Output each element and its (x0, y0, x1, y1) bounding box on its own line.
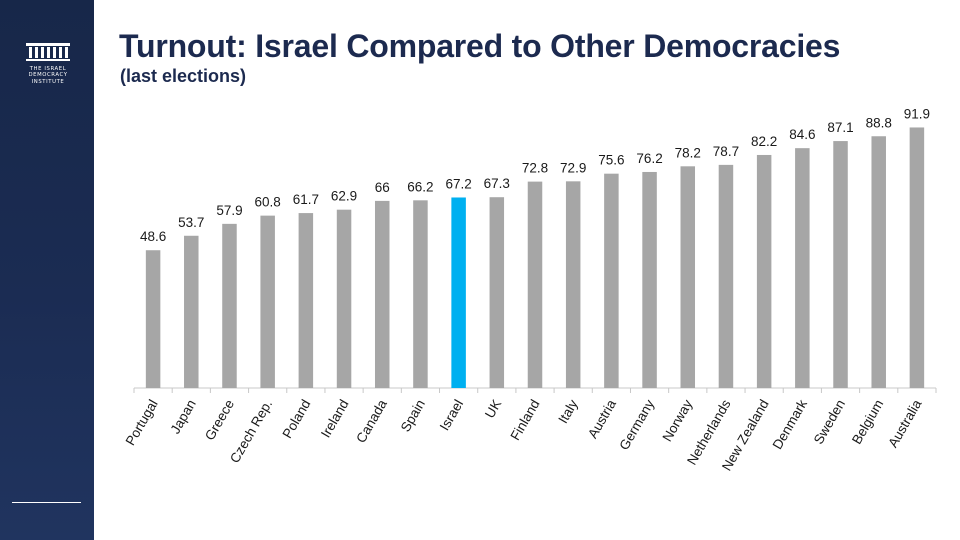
institute-columns-icon (26, 43, 70, 61)
bar-czech-rep (260, 215, 275, 388)
bar-spain (413, 200, 428, 388)
x-tick-label: Australia (885, 397, 924, 450)
x-tick-label: UK (482, 397, 504, 421)
bar-japan (184, 235, 199, 388)
x-tick-label: Norway (659, 397, 695, 444)
x-tick-label: Greece (202, 397, 237, 443)
x-tick-label: Spain (398, 397, 428, 434)
x-tick-label: Sweden (811, 397, 848, 447)
x-tick-label: Italy (555, 397, 580, 426)
data-label: 88.8 (866, 115, 892, 130)
data-label: 87.1 (827, 120, 853, 135)
bar-germany (642, 171, 657, 388)
data-label: 67.3 (484, 176, 510, 191)
data-label: 48.6 (140, 229, 166, 244)
bar-ireland (336, 209, 352, 388)
data-label: 82.2 (751, 134, 777, 149)
x-tick-label: Canada (353, 397, 390, 446)
data-label: 72.8 (522, 161, 548, 176)
bar-belgium (871, 136, 886, 388)
data-label: 67.2 (445, 176, 471, 191)
x-tick-label: Denmark (770, 397, 810, 452)
bar-netherlands (718, 164, 734, 388)
data-label: 66 (375, 180, 390, 195)
bar-portugal (145, 250, 161, 388)
sidebar-panel: THE ISRAEL DEMOCRACY INSTITUTE (0, 0, 94, 540)
bar-uk (489, 197, 505, 388)
x-tick-label: Germany (616, 397, 657, 453)
x-tick-label: Poland (279, 397, 313, 441)
institute-name: THE ISRAEL DEMOCRACY INSTITUTE (28, 66, 68, 85)
bar-australia (909, 127, 925, 388)
x-tick-label: Ireland (318, 397, 352, 440)
bar-denmark (795, 148, 810, 388)
data-label: 84.6 (789, 127, 815, 142)
x-tick-label: Belgium (849, 397, 886, 447)
data-label: 60.8 (255, 195, 281, 210)
data-label: 53.7 (178, 215, 204, 230)
data-label: 75.6 (598, 153, 624, 168)
bar-poland (298, 213, 314, 388)
x-tick-label: Portugal (123, 397, 161, 448)
bar-norway (680, 166, 696, 388)
bar-sweden (833, 141, 848, 388)
bar-canada (374, 200, 390, 388)
page-subtitle: (last elections) (120, 66, 247, 86)
page-title: Turnout: Israel Compared to Other Democr… (119, 28, 841, 64)
data-label: 62.9 (331, 189, 357, 204)
x-tick-label: Finland (507, 397, 542, 443)
data-label: 57.9 (216, 203, 242, 218)
institute-logo: THE ISRAEL DEMOCRACY INSTITUTE (22, 42, 74, 85)
bar-greece (222, 223, 237, 388)
bar-new-zealand (756, 154, 772, 388)
data-label: 66.2 (407, 179, 433, 194)
x-tick-label: Israel (437, 397, 466, 433)
data-label: 61.7 (293, 192, 319, 207)
bar-israel (451, 197, 466, 388)
data-label: 76.2 (636, 151, 662, 166)
data-label: 78.2 (675, 145, 701, 160)
bar-finland (527, 181, 543, 388)
bar-austria (604, 173, 619, 388)
x-tick-label: Austria (585, 397, 619, 441)
sidebar-divider (12, 502, 81, 503)
x-tick-label: Japan (167, 397, 198, 436)
data-label: 91.9 (904, 106, 930, 121)
bar-italy (565, 181, 581, 388)
data-label: 72.9 (560, 160, 586, 175)
data-label: 78.7 (713, 144, 739, 159)
